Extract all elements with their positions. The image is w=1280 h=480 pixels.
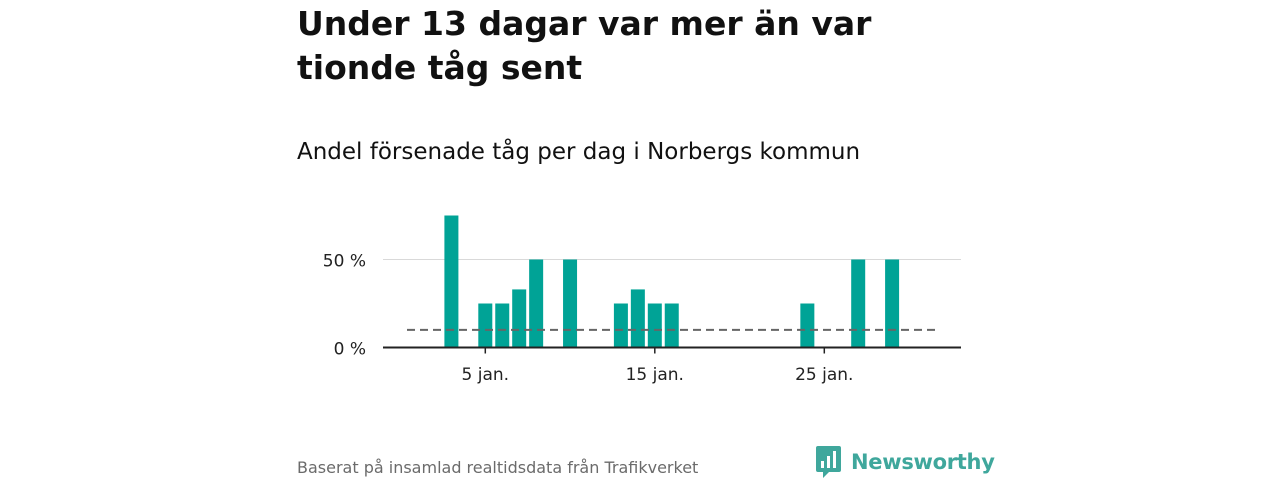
bar	[512, 289, 527, 348]
y-tick-label: 0 %	[334, 340, 366, 360]
bar	[851, 259, 866, 348]
bar	[495, 303, 510, 348]
y-axis-ticks: 0 % 50 %	[323, 252, 366, 360]
brand-logo: Newsworthy	[815, 445, 995, 479]
bar	[885, 259, 900, 348]
bar	[529, 259, 544, 348]
bar	[630, 289, 645, 348]
x-tick-label: 25 jan.	[795, 365, 853, 385]
bar	[563, 259, 578, 348]
newsworthy-logo-icon	[816, 446, 841, 478]
source-note: Baserat på insamlad realtidsdata från Tr…	[297, 458, 699, 477]
bar	[478, 303, 493, 348]
bar	[647, 303, 662, 348]
bar	[444, 215, 459, 348]
bar	[800, 303, 815, 348]
bar	[613, 303, 628, 348]
chart-title: Under 13 dagar var mer än var tionde tåg…	[297, 4, 872, 87]
chart-bars	[444, 215, 900, 348]
bar	[664, 303, 679, 348]
bar-chart: 0 % 50 % 5 jan. 15 jan. 25 jan.	[323, 215, 961, 385]
y-tick-label: 50 %	[323, 252, 366, 272]
x-tick-label: 5 jan.	[462, 365, 510, 385]
brand-name: Newsworthy	[851, 450, 995, 474]
x-tick-label: 15 jan.	[626, 365, 684, 385]
x-axis-ticks: 5 jan. 15 jan. 25 jan.	[462, 347, 853, 385]
chart-subtitle: Andel försenade tåg per dag i Norbergs k…	[297, 139, 861, 165]
